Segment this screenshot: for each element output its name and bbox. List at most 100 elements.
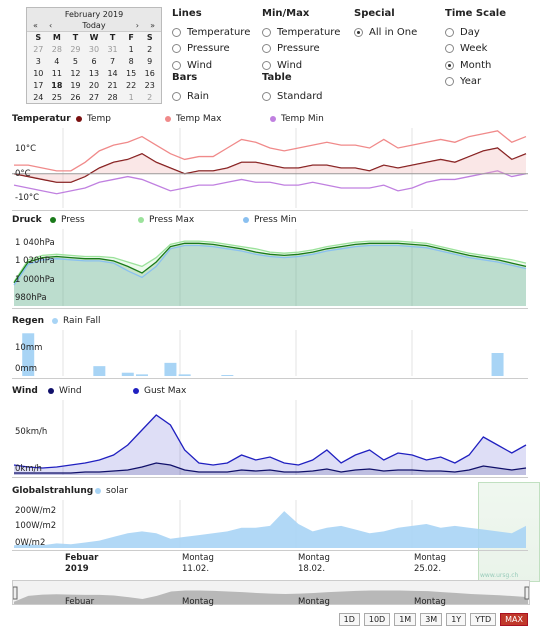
next-month-button[interactable]: › — [135, 21, 139, 30]
temp-legend-item[interactable]: Temp — [76, 114, 111, 124]
timescale-year-option[interactable]: Year — [445, 74, 506, 91]
prev-year-button[interactable]: « — [33, 21, 38, 30]
calendar-day[interactable]: 11 — [51, 69, 62, 78]
radio-icon[interactable] — [262, 27, 271, 37]
date-picker-calendar[interactable]: February 2019 « ‹ Today › » S M T W T F S 27 28 2… — [26, 7, 162, 104]
zoom-1m-button[interactable]: 1M — [394, 613, 417, 626]
radio-icon[interactable] — [172, 44, 181, 54]
weekday-header: W — [89, 33, 99, 42]
calendar-day[interactable]: 1 — [128, 45, 134, 54]
timescale-day-option[interactable]: Day — [445, 24, 506, 41]
calendar-day[interactable]: 10 — [33, 69, 44, 78]
x-tick-line1: Montag — [414, 553, 446, 563]
solar-legend-item[interactable]: solar — [95, 486, 128, 496]
minmax-wind-option[interactable]: Wind — [262, 57, 340, 74]
calendar-day[interactable]: 24 — [33, 93, 44, 102]
zoom-ytd-button[interactable]: YTD — [470, 613, 497, 626]
radio-icon[interactable] — [262, 44, 271, 54]
radio-checked-icon[interactable] — [445, 60, 454, 70]
calendar-day[interactable]: 2 — [147, 45, 153, 54]
calendar-day[interactable]: 31 — [107, 45, 118, 54]
temp-legend-item[interactable]: Temp Max — [165, 114, 221, 124]
zoom-3m-button[interactable]: 3M — [420, 613, 443, 626]
zoom-10d-button[interactable]: 10D — [363, 613, 391, 626]
radio-icon[interactable] — [262, 60, 271, 70]
calendar-day[interactable]: 27 — [88, 93, 100, 102]
calendar-day[interactable]: 5 — [72, 57, 78, 66]
press-legend-item[interactable]: Press Min — [243, 215, 297, 225]
zoom-max-button[interactable]: MAX — [500, 613, 528, 626]
calendar-day[interactable]: 30 — [88, 45, 100, 54]
special-all-in-one-option[interactable]: All in One — [354, 24, 417, 41]
zoom-1d-button[interactable]: 1D — [338, 613, 360, 626]
calendar-day[interactable]: 27 — [33, 45, 44, 54]
solar-plot[interactable] — [12, 500, 528, 548]
radio-icon[interactable] — [172, 91, 181, 101]
navigator-handle-right[interactable] — [524, 586, 530, 600]
chart-separator — [12, 308, 528, 309]
lines-title: Lines — [172, 8, 202, 19]
calendar-day[interactable]: 1 — [128, 93, 134, 102]
radio-icon[interactable] — [445, 44, 454, 54]
radio-icon[interactable] — [172, 27, 181, 37]
legend-label: Temp — [87, 114, 111, 124]
radio-icon[interactable] — [262, 91, 271, 101]
calendar-day[interactable]: 17 — [33, 81, 44, 90]
radio-icon[interactable] — [445, 27, 454, 37]
rain-plot[interactable] — [12, 330, 528, 376]
calendar-day[interactable]: 28 — [107, 93, 118, 102]
calendar-day[interactable]: 29 — [70, 45, 81, 54]
timescale-week-option[interactable]: Week — [445, 41, 506, 58]
calendar-day[interactable]: 22 — [126, 81, 137, 90]
minmax-pressure-option[interactable]: Pressure — [262, 41, 340, 58]
calendar-day[interactable]: 25 — [51, 93, 62, 102]
table-standard-option[interactable]: Standard — [262, 88, 323, 105]
press-legend-item[interactable]: Press — [50, 215, 85, 225]
press-plot[interactable] — [12, 229, 528, 306]
calendar-day[interactable]: 12 — [70, 69, 81, 78]
bars-options: Bars Rain — [172, 72, 209, 105]
lines-pressure-option[interactable]: Pressure — [172, 41, 250, 58]
calendar-day[interactable]: 18 — [51, 81, 63, 90]
lines-temperature-option[interactable]: Temperature — [172, 24, 250, 41]
calendar-day[interactable]: 2 — [147, 93, 153, 102]
calendar-day[interactable]: 21 — [107, 81, 118, 90]
timescale-month-option[interactable]: Month — [445, 57, 506, 74]
calendar-day[interactable]: 14 — [107, 69, 118, 78]
bars-rain-option[interactable]: Rain — [172, 88, 209, 105]
press-chart-title: Druck — [12, 215, 42, 225]
timescale-options: Time Scale Day Week Month Year — [445, 8, 506, 90]
calendar-day[interactable]: 16 — [144, 69, 155, 78]
temp-legend-item[interactable]: Temp Min — [270, 114, 324, 124]
zoom-1y-button[interactable]: 1Y — [446, 613, 467, 626]
calendar-day[interactable]: 19 — [70, 81, 81, 90]
calendar-day[interactable]: 9 — [147, 57, 153, 66]
navigator-handle-left[interactable] — [12, 586, 18, 600]
radio-icon[interactable] — [445, 77, 454, 87]
calendar-day[interactable]: 28 — [51, 45, 62, 54]
wind-legend-item[interactable]: Wind — [48, 386, 82, 396]
calendar-day[interactable]: 13 — [88, 69, 100, 78]
minmax-temperature-option[interactable]: Temperature — [262, 24, 340, 41]
calendar-day[interactable]: 7 — [110, 57, 116, 66]
calendar-day[interactable]: 6 — [91, 57, 97, 66]
calendar-day[interactable]: 23 — [144, 81, 155, 90]
wind-plot[interactable] — [12, 400, 528, 475]
next-year-button[interactable]: » — [150, 21, 155, 30]
calendar-day[interactable]: 8 — [128, 57, 134, 66]
range-navigator[interactable] — [12, 580, 530, 605]
radio-icon[interactable] — [172, 60, 181, 70]
temp-plot[interactable] — [12, 128, 528, 208]
prev-month-button[interactable]: ‹ — [49, 21, 53, 30]
calendar-day[interactable]: 26 — [70, 93, 81, 102]
today-button[interactable]: Today — [82, 21, 106, 30]
radio-checked-icon[interactable] — [354, 27, 363, 37]
lines-wind-option[interactable]: Wind — [172, 57, 250, 74]
rain-legend-item[interactable]: Rain Fall — [52, 316, 101, 326]
press-legend-item[interactable]: Press Max — [138, 215, 194, 225]
calendar-day[interactable]: 15 — [126, 69, 137, 78]
calendar-day[interactable]: 3 — [35, 57, 41, 66]
calendar-day[interactable]: 4 — [54, 57, 60, 66]
wind-legend-item[interactable]: Gust Max — [133, 386, 186, 396]
calendar-day[interactable]: 20 — [88, 81, 100, 90]
